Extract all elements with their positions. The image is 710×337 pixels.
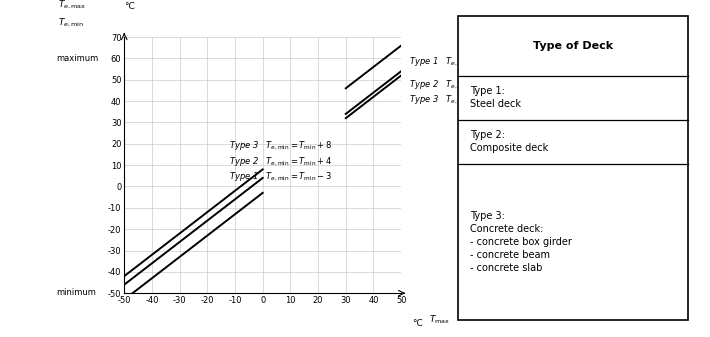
Text: Type 3:
Concrete deck:
- concrete box girder
- concrete beam
- concrete slab: Type 3: Concrete deck: - concrete box gi… (471, 211, 572, 273)
Text: $T_{e,\rm max}$: $T_{e,\rm max}$ (58, 0, 86, 11)
Text: $T_{\rm max}$: $T_{\rm max}$ (429, 314, 450, 326)
Text: Type 3   $T_{e,\rm max}= T_{\rm max}+2$: Type 3 $T_{e,\rm max}= T_{\rm max}+2$ (410, 94, 516, 106)
Text: °C: °C (413, 319, 423, 328)
Text: Type of Deck: Type of Deck (533, 41, 613, 51)
Text: Type 1:
Steel deck: Type 1: Steel deck (471, 86, 521, 110)
Text: Type 1   $T_{e,\rm max}= T_{\rm max}+16$: Type 1 $T_{e,\rm max}= T_{\rm max}+16$ (410, 55, 522, 68)
Text: maximum: maximum (56, 54, 99, 63)
Text: Type 2:
Composite deck: Type 2: Composite deck (471, 130, 549, 153)
Text: minimum: minimum (56, 288, 97, 297)
Text: Type 1   $T_{e,\rm min}= T_{\rm min}-3$: Type 1 $T_{e,\rm min}= T_{\rm min}-3$ (229, 171, 333, 183)
Text: Type 2   $T_{e,\rm max}= T_{\rm max}+4$: Type 2 $T_{e,\rm max}= T_{\rm max}+4$ (410, 78, 516, 91)
Text: °C: °C (124, 2, 135, 11)
Text: Type 2   $T_{e,\rm min}= T_{\rm min}+4$: Type 2 $T_{e,\rm min}= T_{\rm min}+4$ (229, 155, 333, 168)
Text: $T_{e,\rm min}$: $T_{e,\rm min}$ (58, 17, 84, 29)
Text: Type 3   $T_{e,\rm min}= T_{\rm min}+8$: Type 3 $T_{e,\rm min}= T_{\rm min}+8$ (229, 140, 333, 152)
